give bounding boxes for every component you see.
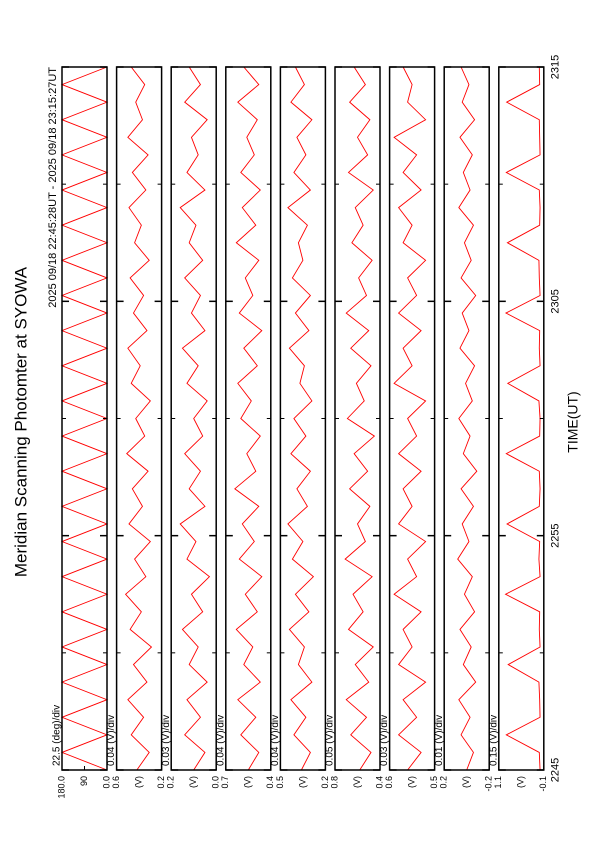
y-unit-label: (V) [516,776,526,788]
x-tick-label: 2305 [550,289,562,313]
y-tick-label: 180.0 [56,776,66,799]
y-unit-label: (V) [243,776,253,788]
y-tick-label: 0.2 [156,776,166,789]
panel-scale-label: 22.5 (deg)/div [52,705,63,766]
panel-frame [61,66,108,771]
y-tick-label: 0.2 [439,776,449,789]
data-line [60,66,109,771]
chart-subtitle: 2025 09/18 22:45:28UT - 2025 09/18 23:15… [47,67,59,308]
panel-frame [388,66,436,771]
y-tick-label: 0.2 [320,776,330,789]
panel-scale-label: 0.04 (V)/div [215,715,226,766]
data-line [457,66,478,771]
panel-scale-label: 0.04 (V)/div [106,715,117,766]
y-tick-label: -0.2 [484,776,494,792]
y-tick-label: 0.5 [275,776,285,789]
y-tick-label: 0.6 [111,776,121,789]
panel-frame [443,66,490,771]
panel-scale-label: 0.03 (V)/div [379,715,390,766]
y-unit-label: (V) [133,776,143,788]
panel-frame [279,66,327,771]
y-tick-label: 0.0 [211,776,221,789]
y-tick-label: 0.8 [329,776,339,789]
data-line [287,66,315,771]
y-tick-label: 1.1 [493,776,503,789]
y-unit-label: (V) [406,776,416,788]
panel-frame [334,66,381,771]
y-tick-label: 0.0 [101,776,111,789]
y-tick-label: 90 [79,776,89,786]
data-line [179,66,211,771]
x-tick-label: 2255 [550,523,562,547]
y-unit-label: (V) [188,776,198,788]
y-tick-label: 0.5 [429,776,439,789]
panel-scale-label: 0.04 (V)/div [270,715,281,766]
y-tick-label: 0.2 [166,776,176,789]
data-line [393,66,427,771]
panel-scale-label: 0.15 (V)/div [488,715,499,766]
data-line [124,66,153,771]
x-tick-label: 2315 [550,55,562,79]
panel-scale-label: 0.03 (V)/div [161,715,172,766]
panel-scale-label: 0.05 (V)/div [325,715,336,766]
y-unit-label: (V) [297,776,307,788]
y-tick-label: 0.4 [265,776,275,789]
panel-frame [115,66,163,771]
y-tick-label: -0.1 [538,776,548,792]
panel-frame [225,66,272,771]
y-unit-label: (V) [352,776,362,788]
y-unit-label: (V) [461,776,471,788]
data-line [344,66,376,771]
data-line [234,66,263,771]
y-tick-label: 0.6 [384,776,394,789]
panel-scale-label: 0.01 (V)/div [434,715,445,766]
data-line [504,66,541,771]
x-axis-label: TIME(UT) [565,391,581,452]
y-tick-label: 0.4 [374,776,384,789]
chart-title: Meridian Scanning Photomter at SYOWA [11,266,30,577]
x-tick-label: 2245 [550,758,562,782]
y-tick-label: 0.7 [220,776,230,789]
